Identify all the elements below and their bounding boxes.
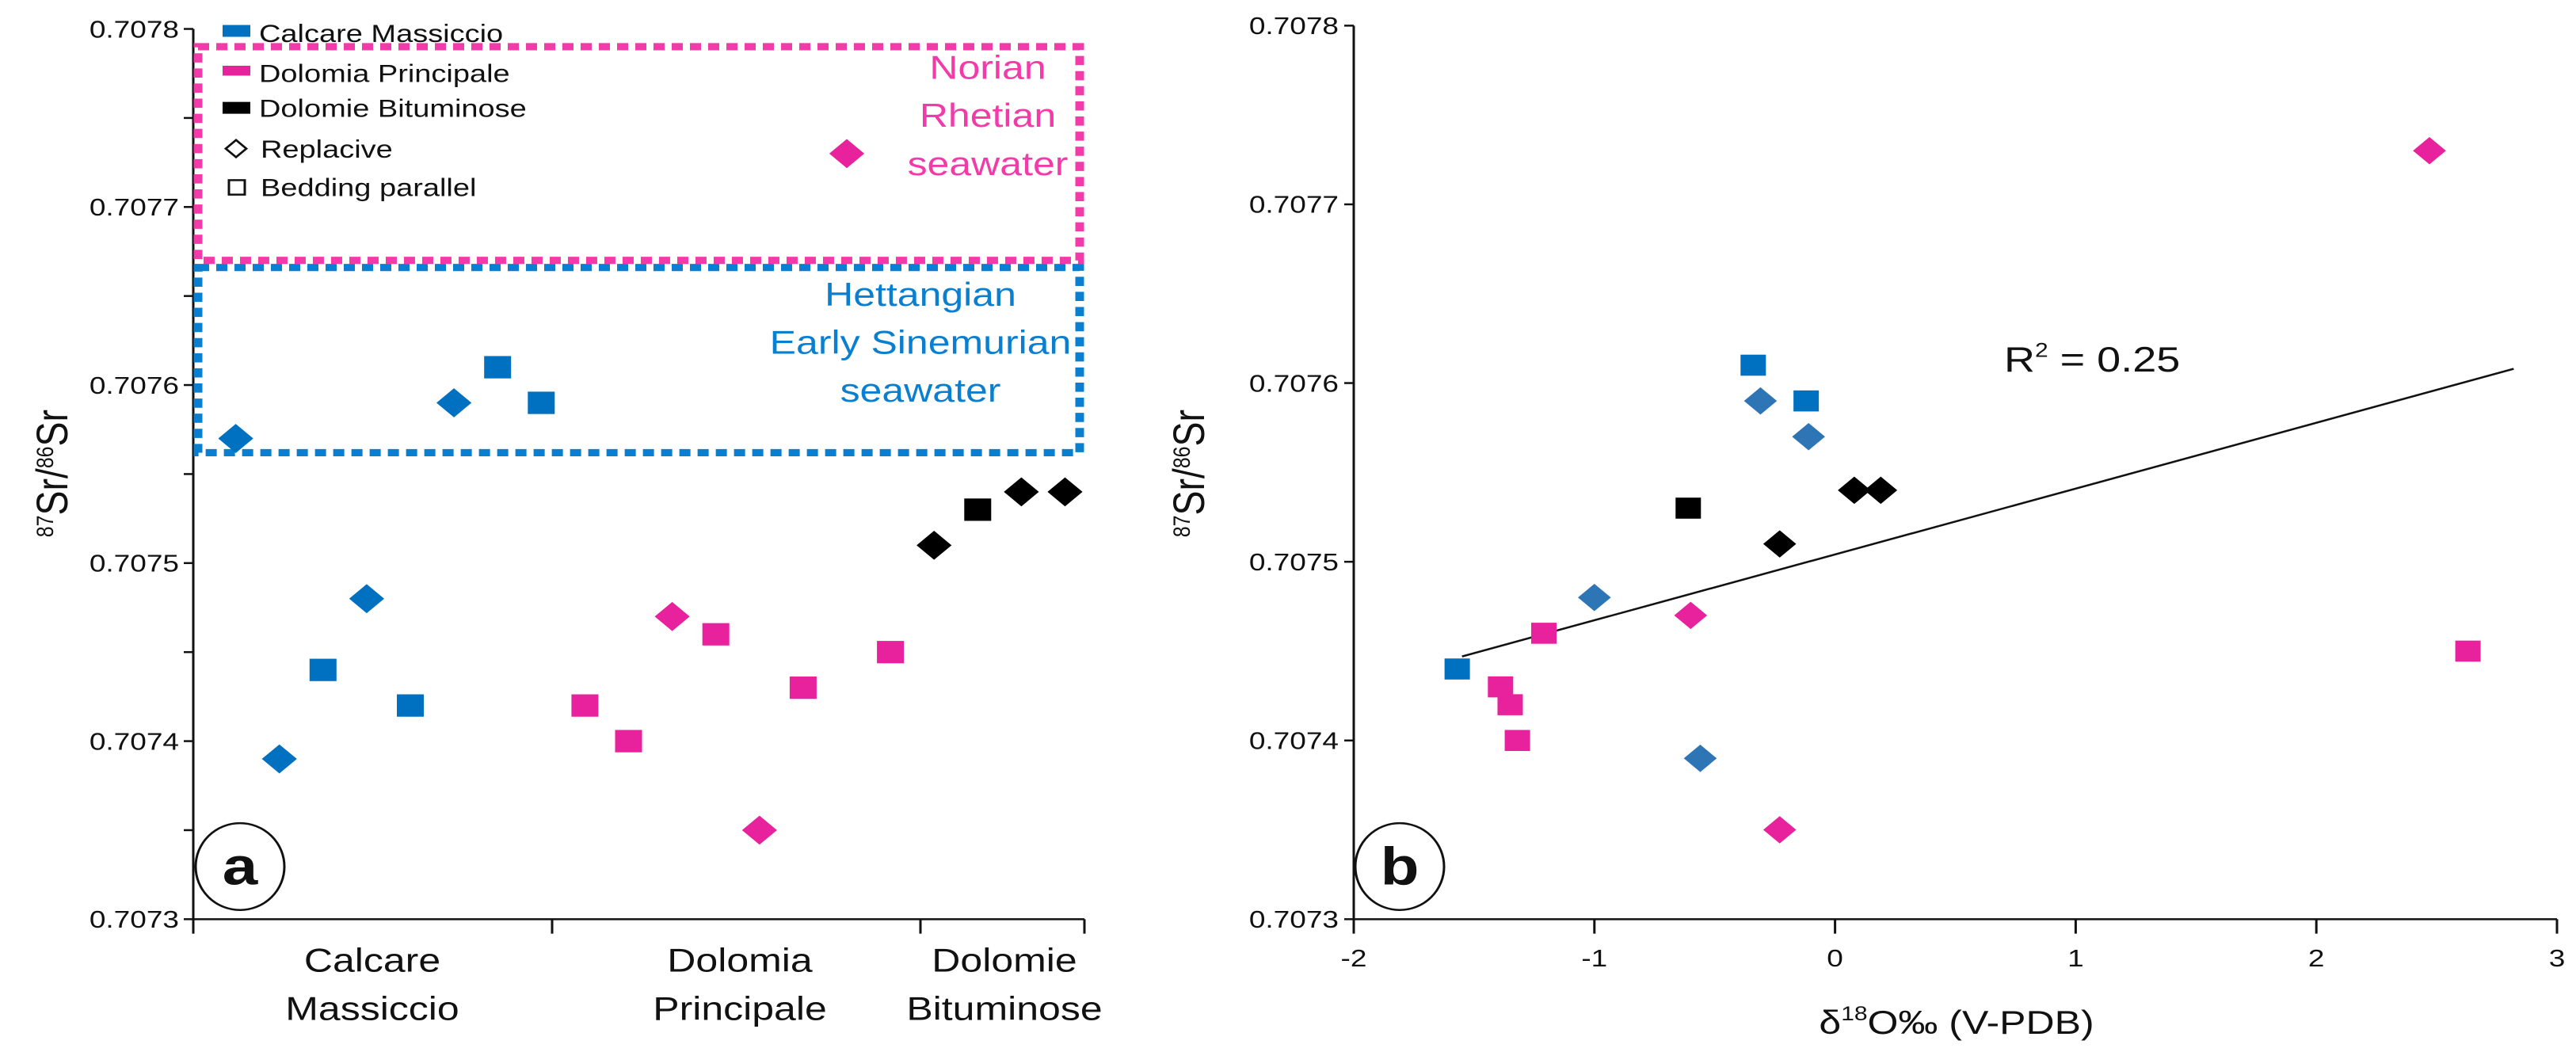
svg-text:Norian: Norian: [929, 49, 1046, 86]
panel-b-x-label: δ18O‰ (V-PDB): [1819, 1003, 2094, 1041]
data-point-diamond: [654, 601, 690, 631]
panel-a-y-label: 87Sr/86Sr: [27, 410, 77, 537]
data-point-diamond: [1743, 387, 1778, 415]
data-point-diamond: [349, 584, 384, 614]
legend-label-dolomie: Dolomie Bituminose: [259, 95, 527, 123]
y-tick-label: 0.7076: [90, 372, 179, 399]
data-point-square: [1531, 623, 1557, 644]
legend-swatch-dolomia: [223, 66, 250, 76]
data-point-diamond: [1578, 584, 1611, 612]
data-point-square: [1488, 676, 1514, 698]
data-point-diamond: [1838, 476, 1871, 505]
legend-swatch-calcare: [223, 25, 250, 37]
data-point-square: [1497, 694, 1523, 715]
data-point-diamond: [1762, 816, 1797, 844]
data-point-diamond: [829, 139, 865, 169]
x-tick-label: 3: [2549, 945, 2566, 972]
y-tick-label: 0.7074: [1249, 727, 1339, 754]
data-point-square: [397, 694, 424, 717]
legend-label-replacive: Replacive: [261, 135, 393, 163]
data-point-diamond: [1792, 422, 1825, 451]
x-tick-label: 2: [2308, 945, 2325, 972]
data-point-square: [1793, 390, 1820, 412]
data-point-diamond: [1047, 477, 1083, 507]
category-label-dolomia: Dolomia: [667, 942, 813, 979]
data-point-diamond: [1004, 477, 1039, 507]
data-point-diamond: [1762, 530, 1797, 558]
legend-swatch-dolomie: [223, 101, 250, 114]
y-tick-label: 0.7073: [90, 906, 179, 933]
panel-b-label: b: [1381, 837, 1419, 896]
y-tick-label: 0.7078: [90, 16, 179, 43]
data-point-square: [528, 391, 555, 414]
panel-a-label: a: [223, 837, 259, 896]
data-point-square: [964, 498, 992, 521]
annotation-hettangian-sinemurian: Hettangian Early Sinemurian seawater: [770, 276, 1072, 409]
data-point-diamond: [916, 530, 952, 560]
data-point-square: [877, 641, 905, 664]
y-tick-label: 0.7073: [1249, 906, 1339, 933]
y-tick-label: 0.7078: [1249, 13, 1339, 40]
y-tick-label: 0.7075: [1249, 549, 1339, 576]
legend-label-dolomia: Dolomia Principale: [259, 60, 510, 88]
data-point-square: [484, 356, 512, 379]
data-point-square: [309, 658, 337, 681]
data-point-square: [702, 623, 730, 646]
data-point-diamond: [1683, 745, 1717, 772]
data-point-diamond: [218, 424, 253, 453]
data-point-square: [1504, 730, 1530, 752]
legend-label-bedding-parallel: Bedding parallel: [261, 173, 476, 201]
category-label-dolomia: Principale: [653, 989, 827, 1027]
panel-b-label-circle: [1354, 821, 1446, 911]
y-tick-label: 0.7077: [1249, 192, 1339, 219]
legend: Calcare Massiccio Dolomia Principale Dol…: [223, 20, 527, 202]
data-point-square: [1444, 658, 1470, 680]
x-tick-label: 0: [1827, 945, 1843, 972]
y-tick-label: 0.7074: [90, 728, 179, 755]
annotation-norian-rhetian: Norian Rhetian seawater: [908, 49, 1069, 182]
data-point-square: [1740, 354, 1766, 376]
data-point-square: [615, 730, 642, 753]
x-tick-label: 1: [2067, 945, 2084, 972]
legend-diamond-icon: [223, 139, 249, 159]
category-label-dolomie: Dolomie: [932, 942, 1077, 979]
r-squared-label: R2 = 0.25: [2004, 339, 2180, 379]
category-label-calcare: Massiccio: [285, 989, 459, 1027]
legend-square-icon: [227, 179, 246, 196]
data-point-square: [789, 677, 817, 699]
y-tick-label: 0.7076: [1249, 370, 1339, 397]
svg-text:Rhetian: Rhetian: [920, 97, 1056, 134]
panel-b-y-label: 87Sr/86Sr: [1164, 410, 1214, 537]
svg-text:seawater: seawater: [840, 372, 1001, 409]
hettangian-sinemurian-range-box: [193, 264, 1084, 457]
y-tick-label: 0.7075: [90, 551, 179, 577]
norian-rhetian-range-box: [193, 43, 1084, 265]
data-point-square: [571, 694, 599, 717]
data-point-square: [2455, 640, 2481, 662]
data-point-square: [1675, 497, 1701, 519]
category-label-calcare: Calcare: [304, 942, 440, 979]
category-label-dolomie: Bituminose: [906, 989, 1102, 1027]
data-point-diamond: [261, 744, 297, 774]
data-point-diamond: [436, 388, 472, 417]
data-point-diamond: [1674, 601, 1708, 630]
data-point-diamond: [2413, 137, 2446, 165]
x-tick-label: -2: [1341, 945, 1367, 972]
legend-label-calcare: Calcare Massiccio: [259, 20, 503, 48]
svg-text:Hettangian: Hettangian: [825, 276, 1016, 313]
panel-a: 0.7078 0.7077 0.7076 0.7075 0.7074 0.7073 87S…: [27, 16, 1103, 1027]
data-point-diamond: [1864, 476, 1898, 505]
panel-b: 0.7078 0.7077 0.7076 0.7075 0.7074 0.7073 -2 -…: [1164, 13, 2565, 1041]
svg-text:Early Sinemurian: Early Sinemurian: [770, 324, 1072, 361]
svg-text:seawater: seawater: [908, 145, 1069, 182]
x-tick-label: -1: [1581, 945, 1607, 972]
data-point-diamond: [741, 815, 777, 845]
trendline: [1461, 368, 2514, 658]
panel-a-label-circle: [194, 821, 286, 911]
y-tick-label: 0.7077: [90, 194, 179, 221]
